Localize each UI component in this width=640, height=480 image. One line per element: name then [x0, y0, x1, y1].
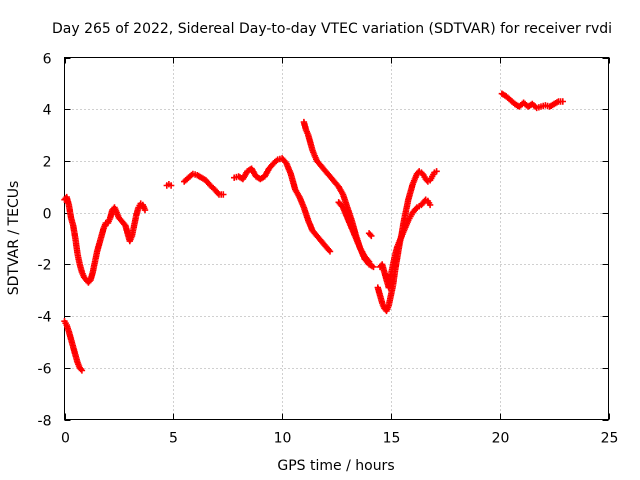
marks-layer — [61, 90, 566, 374]
grid-layer — [64, 57, 609, 420]
series-sat-1 — [61, 318, 86, 374]
y-tick-label: 4 — [43, 103, 52, 119]
series-sat-3 — [163, 181, 175, 189]
x-tick-label: 25 — [601, 431, 619, 447]
chart-title: Day 265 of 2022, Sidereal Day-to-day VTE… — [52, 21, 612, 37]
data-point — [141, 206, 149, 214]
series-sat-6 — [300, 118, 377, 271]
x-tick-label: 0 — [61, 431, 70, 447]
y-tick-label: -2 — [38, 258, 52, 274]
data-point — [167, 182, 175, 189]
series-sat-4 — [181, 170, 227, 198]
plot-frame — [64, 57, 609, 420]
x-tick-label: 10 — [274, 431, 292, 447]
series-sat-10 — [376, 196, 434, 291]
y-tick-label: -8 — [38, 414, 52, 430]
series-sat-2 — [61, 193, 149, 286]
data-point — [433, 168, 440, 175]
data-point — [367, 231, 374, 238]
x-tick-label: 5 — [169, 431, 178, 447]
tick-layer: 0 5 10 15 20 25 -8 -6 -4 -2 0 2 4 6 — [38, 52, 619, 447]
data-point — [77, 365, 84, 373]
data-point — [426, 201, 434, 209]
y-tick-label: 2 — [43, 155, 52, 171]
series-sat-7 — [335, 199, 373, 265]
data-point — [214, 190, 222, 197]
x-tick-label: 20 — [492, 431, 510, 447]
y-tick-label: 6 — [43, 52, 52, 68]
series-sat-8 — [365, 230, 375, 240]
data-point — [365, 258, 373, 265]
data-point — [78, 367, 86, 374]
series-sat-9 — [374, 168, 440, 315]
series-sat-5 — [231, 155, 334, 255]
x-axis-label: GPS time / hours — [277, 458, 394, 474]
data-point — [559, 98, 566, 105]
data-point — [370, 263, 377, 271]
data-point — [326, 248, 334, 255]
y-tick-label: -4 — [38, 310, 52, 326]
data-point — [368, 232, 375, 240]
series-sat-11 — [498, 90, 566, 112]
y-tick-label: 0 — [43, 207, 52, 223]
y-tick-label: -6 — [38, 362, 52, 378]
x-tick-label: 15 — [383, 431, 401, 447]
y-axis-label: SDTVAR / TECUs — [6, 181, 22, 296]
data-point — [220, 191, 227, 198]
data-point — [412, 205, 420, 212]
data-point — [364, 257, 372, 264]
data-point — [325, 246, 333, 254]
